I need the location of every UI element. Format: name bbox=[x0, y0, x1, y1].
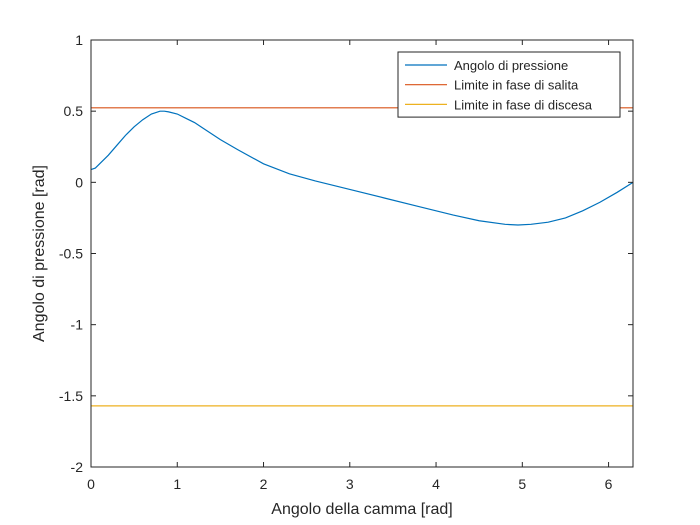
x-axis-label: Angolo della camma [rad] bbox=[271, 501, 452, 518]
series-line-1 bbox=[90, 110, 634, 226]
legend-label-2: Limite in fase di salita bbox=[454, 78, 579, 93]
y-tick-label: -0.5 bbox=[59, 246, 83, 262]
x-tick-label: 5 bbox=[518, 476, 526, 492]
x-tick-label: 1 bbox=[173, 476, 181, 492]
y-tick-label: -2 bbox=[71, 459, 84, 475]
y-tick-label: 0.5 bbox=[64, 103, 84, 119]
y-tick-label: 0 bbox=[75, 174, 83, 190]
legend-label-1: Angolo di pressione bbox=[454, 58, 568, 73]
y-tick-label: 1 bbox=[75, 32, 83, 48]
x-tick-label: 6 bbox=[605, 476, 613, 492]
y-tick-label: -1 bbox=[71, 317, 84, 333]
x-tick-label: 3 bbox=[346, 476, 354, 492]
legend-label-3: Limite in fase di discesa bbox=[454, 97, 593, 112]
legend-items: Angolo di pressione Limite in fase di sal… bbox=[405, 58, 593, 112]
x-tick-label: 2 bbox=[260, 476, 268, 492]
x-tick-label: 0 bbox=[87, 476, 95, 492]
y-axis-label: Angolo di pressione [rad] bbox=[31, 165, 48, 342]
x-tick-label: 4 bbox=[432, 476, 440, 492]
ticks-layer: 0 1 2 3 4 5 6 1 0.5 0 -0.5 -1 -1.5 -2 bbox=[59, 32, 633, 492]
legend: Angolo di pressione Limite in fase di sal… bbox=[397, 51, 621, 118]
y-tick-label: -1.5 bbox=[59, 388, 83, 404]
